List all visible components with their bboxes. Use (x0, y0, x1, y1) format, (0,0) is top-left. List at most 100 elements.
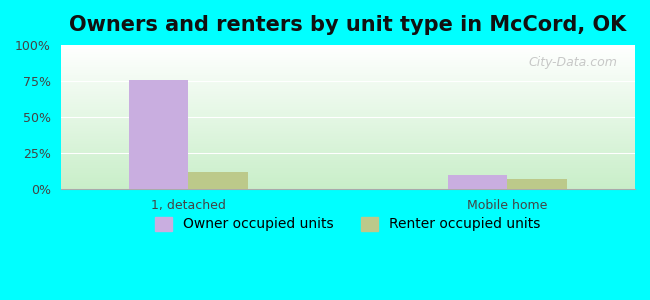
Bar (60, 148, 635, 149)
Bar (60, 166, 635, 167)
Bar (60, 119, 635, 120)
Bar (60, 124, 635, 125)
Bar (60, 142, 635, 143)
Bar (60, 149, 635, 150)
Bar (60, 99, 635, 100)
Bar (60, 153, 635, 154)
Bar (60, 87, 635, 88)
Bar (60, 52, 635, 53)
Bar (60, 104, 635, 105)
Bar (60, 57, 635, 58)
Bar (60, 132, 635, 133)
Bar (60, 89, 635, 90)
Bar (60, 55, 635, 56)
Bar (60, 156, 635, 157)
Bar (60, 61, 635, 62)
Bar (60, 179, 635, 180)
Bar (60, 123, 635, 124)
Bar (60, 92, 635, 93)
Bar (60, 162, 635, 163)
Bar (60, 58, 635, 59)
Bar (60, 138, 635, 139)
Bar (60, 112, 635, 113)
Bar (60, 54, 635, 55)
Bar (60, 100, 635, 101)
Bar (60, 51, 635, 52)
Bar (60, 67, 635, 68)
Bar (60, 135, 635, 136)
Bar (60, 134, 635, 135)
Bar (60, 110, 635, 111)
Bar (60, 143, 635, 144)
Bar (60, 46, 635, 47)
Bar (60, 155, 635, 156)
Bar (60, 145, 635, 146)
Bar (60, 122, 635, 123)
Bar (60, 121, 635, 122)
Bar (60, 175, 635, 176)
Bar (60, 117, 635, 118)
Bar (60, 77, 635, 78)
Bar (60, 182, 635, 183)
Bar (60, 185, 635, 186)
Bar (60, 170, 635, 171)
Bar (60, 109, 635, 110)
Bar (60, 130, 635, 131)
Bar (60, 159, 635, 160)
Bar (60, 105, 635, 106)
Bar (60, 73, 635, 74)
Bar (60, 101, 635, 102)
Bar (60, 72, 635, 73)
Bar (60, 66, 635, 67)
Bar (60, 94, 635, 95)
Bar (60, 188, 635, 189)
Bar (60, 161, 635, 162)
Bar (60, 65, 635, 66)
Bar (60, 50, 635, 51)
Bar (60, 90, 635, 91)
Bar (60, 115, 635, 116)
Bar (60, 62, 635, 63)
Bar (60, 169, 635, 170)
Bar (60, 136, 635, 137)
Bar (60, 80, 635, 81)
Bar (60, 100, 635, 101)
Bar (60, 113, 635, 114)
Bar (60, 147, 635, 148)
Bar (60, 53, 635, 54)
Bar (60, 103, 635, 104)
Bar (60, 186, 635, 187)
Bar (60, 102, 635, 103)
Bar (60, 84, 635, 85)
Bar (60, 163, 635, 164)
Bar (60, 82, 635, 83)
Bar (60, 157, 635, 158)
Bar (60, 114, 635, 115)
Bar (60, 120, 635, 121)
Bar (60, 45, 635, 46)
Bar (188, 172, 248, 189)
Bar (60, 158, 635, 159)
Bar (60, 71, 635, 72)
Bar (60, 76, 635, 77)
Bar (60, 93, 635, 94)
Bar (60, 127, 635, 128)
Bar (60, 180, 635, 181)
Bar (60, 187, 635, 188)
Bar (60, 95, 635, 96)
Bar (60, 146, 635, 147)
Bar (60, 140, 635, 141)
Bar (60, 181, 635, 182)
Bar (60, 98, 635, 99)
Bar (60, 49, 635, 50)
Bar (60, 125, 635, 126)
Bar (60, 164, 635, 165)
Bar (60, 126, 635, 127)
Bar (60, 178, 635, 179)
Bar (60, 167, 635, 168)
Bar (60, 60, 635, 61)
Bar (60, 173, 635, 174)
Bar (60, 56, 635, 57)
Bar (129, 80, 188, 189)
Bar (60, 177, 635, 178)
